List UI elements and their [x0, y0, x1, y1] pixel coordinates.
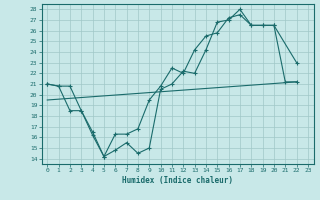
X-axis label: Humidex (Indice chaleur): Humidex (Indice chaleur) [122, 176, 233, 185]
